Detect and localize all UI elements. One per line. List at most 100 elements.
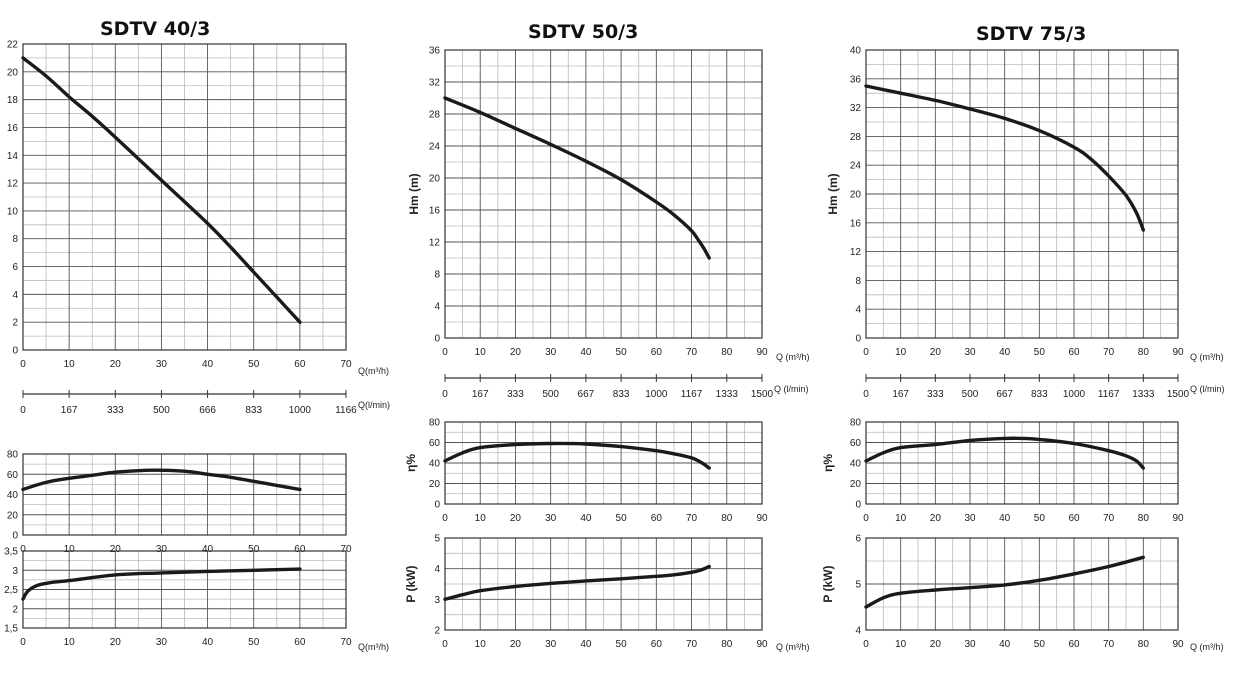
x-tick-label: 10 — [475, 513, 487, 524]
y-tick-label: 16 — [850, 218, 862, 229]
x-tick-label: 0 — [442, 639, 448, 650]
y-tick-label: 0 — [855, 334, 861, 345]
y-tick-label: 12 — [7, 179, 19, 190]
x-tick-label: 60 — [651, 639, 663, 650]
y-tick-label: 3 — [434, 595, 440, 606]
sdtv40-eff-chart: 0 20 40 60 80 0 10 20 30 40 50 60 70 — [7, 450, 352, 556]
y-tick-label: 12 — [429, 238, 441, 249]
y-tick-label: 80 — [850, 418, 862, 429]
y-tick-label: 36 — [429, 46, 441, 57]
y-tick-label: 2 — [434, 626, 440, 637]
x-tick-label: 0 — [20, 637, 26, 648]
y-tick-label: 24 — [429, 142, 441, 153]
secondary-tick-label: 500 — [542, 389, 559, 400]
x-tick-label: 80 — [1138, 513, 1150, 524]
x-tick-label: 0 — [442, 347, 448, 358]
x-tick-label: 50 — [616, 513, 628, 524]
x-tick-label: 10 — [64, 544, 76, 555]
y-tick-label: 2 — [12, 604, 18, 615]
secondary-axis-l-min: 0 167 333 500 667 833 1000 1167 1333 1500 Q (l/min… — [442, 374, 809, 400]
x-tick-label: 30 — [545, 639, 557, 650]
y-tick-label: 8 — [855, 276, 861, 287]
secondary-axis-label: Q (l/min) — [1190, 384, 1225, 394]
y-axis-label: Hm (m) — [826, 173, 840, 214]
x-axis-label: Q(m³/h) — [358, 366, 389, 376]
x-axis-label: Q (m³/h) — [1190, 352, 1224, 362]
y-tick-label: 80 — [429, 418, 441, 429]
x-tick-label: 20 — [510, 513, 522, 524]
y-tick-label: 32 — [850, 103, 862, 114]
secondary-tick-label: 1500 — [751, 389, 774, 400]
secondary-tick-label: 1333 — [716, 389, 739, 400]
y-tick-label: 5 — [434, 534, 440, 545]
y-axis-label: Hm (m) — [407, 173, 421, 214]
x-tick-label: 80 — [1138, 347, 1150, 358]
y-tick-label: 18 — [7, 95, 19, 106]
secondary-axis-label: Q(l/min) — [358, 400, 390, 410]
x-tick-label: 60 — [294, 359, 306, 370]
x-tick-label: 70 — [1103, 347, 1115, 358]
sdtv50-eff-chart: 0 20 40 60 80 0 10 20 30 40 50 60 70 80 90 η% — [404, 418, 768, 525]
secondary-tick-label: 500 — [962, 389, 979, 400]
x-tick-label: 40 — [202, 359, 214, 370]
x-tick-label: 30 — [545, 513, 557, 524]
x-tick-label: 20 — [110, 637, 122, 648]
y-tick-label: 40 — [850, 459, 862, 470]
x-tick-label: 20 — [110, 544, 122, 555]
x-tick-label: 60 — [294, 637, 306, 648]
secondary-tick-label: 833 — [245, 405, 262, 416]
x-axis-label: Q (m³/h) — [776, 642, 810, 652]
x-tick-label: 50 — [616, 347, 628, 358]
x-tick-label: 0 — [863, 513, 869, 524]
secondary-tick-label: 1500 — [1167, 389, 1190, 400]
sdtv50-eff-curve — [443, 441, 711, 470]
y-tick-label: 60 — [850, 438, 862, 449]
x-tick-label: 20 — [930, 347, 942, 358]
x-tick-label: 30 — [156, 359, 168, 370]
x-tick-label: 40 — [580, 513, 592, 524]
y-tick-label: 8 — [12, 234, 18, 245]
x-tick-label: 70 — [686, 347, 698, 358]
plot-frame — [22, 550, 347, 629]
y-tick-label: 3 — [12, 566, 18, 577]
secondary-tick-label: 1166 — [335, 405, 357, 416]
plot-frame — [444, 49, 763, 339]
sdtv40-eff-curve — [21, 468, 302, 492]
y-tick-label: 20 — [7, 510, 19, 521]
y-tick-label: 20 — [429, 174, 441, 185]
x-axis-label: Q (m³/h) — [776, 352, 810, 362]
y-tick-label: 0 — [12, 346, 18, 357]
secondary-tick-label: 0 — [863, 389, 869, 400]
x-tick-label: 70 — [1103, 639, 1115, 650]
x-tick-label: 0 — [863, 639, 869, 650]
x-tick-label: 60 — [1068, 639, 1080, 650]
sdtv40-head-curve — [21, 56, 302, 324]
x-tick-label: 0 — [20, 359, 26, 370]
secondary-tick-label: 833 — [1031, 389, 1048, 400]
x-tick-label: 20 — [510, 639, 522, 650]
secondary-tick-label: 333 — [107, 405, 124, 416]
y-tick-label: 60 — [429, 438, 441, 449]
secondary-tick-label: 1000 — [645, 389, 668, 400]
y-tick-label: 32 — [429, 78, 441, 89]
x-tick-label: 50 — [1034, 639, 1046, 650]
x-tick-label: 10 — [895, 513, 907, 524]
x-tick-label: 30 — [964, 639, 976, 650]
secondary-tick-label: 1333 — [1132, 389, 1155, 400]
x-tick-label: 70 — [686, 513, 698, 524]
y-tick-label: 40 — [7, 490, 19, 501]
y-tick-label: 4 — [12, 290, 18, 301]
x-tick-label: 30 — [156, 544, 168, 555]
secondary-tick-label: 1000 — [289, 405, 312, 416]
y-tick-label: 20 — [850, 479, 862, 490]
x-tick-label: 10 — [475, 639, 487, 650]
secondary-axis-label: Q (l/min) — [774, 384, 809, 394]
x-tick-label: 10 — [475, 347, 487, 358]
x-tick-label: 50 — [1034, 347, 1046, 358]
x-tick-label: 10 — [64, 637, 76, 648]
plot-frame — [444, 537, 763, 631]
x-tick-label: 0 — [20, 544, 26, 555]
y-tick-label: 4 — [855, 626, 861, 637]
x-tick-label: 40 — [580, 639, 592, 650]
y-tick-label: 0 — [434, 334, 440, 345]
